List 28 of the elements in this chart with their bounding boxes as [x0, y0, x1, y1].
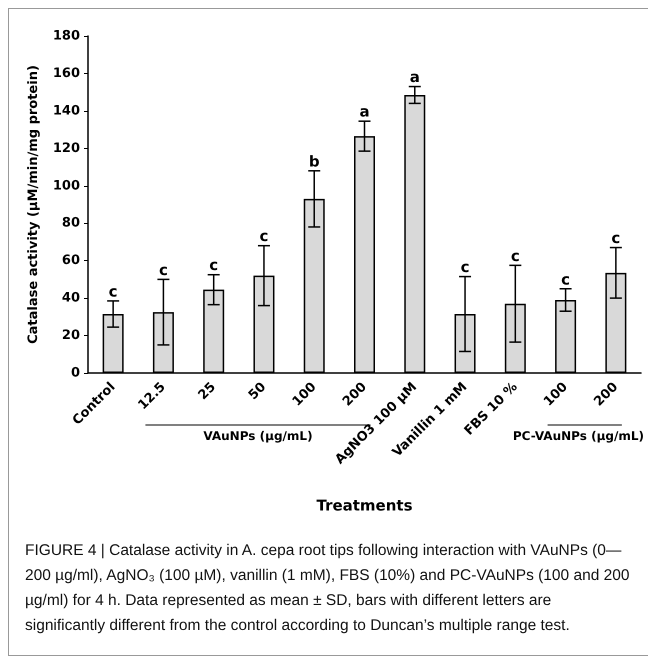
y-tick-label: 120 — [52, 140, 80, 156]
annotation: b — [308, 152, 320, 170]
y-tick-label: 140 — [52, 103, 80, 118]
x-tick-label: 25 — [196, 380, 219, 404]
y-tick-label: 100 — [52, 178, 80, 194]
annotation: c — [260, 227, 268, 246]
y-tick-label: 60 — [62, 253, 80, 268]
annotation: c — [510, 246, 520, 265]
y-tick-label: 20 — [62, 328, 80, 344]
annotation: c — [108, 282, 118, 300]
caption: FIGURE 4 | Catalase activity in A. cepa root tips following interaction with VAuNPs (0—200 µg/ml), AgNO₃ (100 µM), vanillin (1 mM), FBS (10%) and PC-VAuNPs (100 and 200 µg/ml) for 4 h. Data represented as mean ± SD, bars with different letters are significantly different from the control according to Duncan’s multiple range test. — [25, 541, 631, 636]
text: PC-VAuNPs (µg/mL) — [512, 429, 644, 443]
y-tick-label: 0 — [70, 366, 80, 380]
y-axis-title: Catalase activity (µM/min/mg protein) — [26, 65, 41, 344]
annotation: c — [561, 270, 570, 288]
annotation: c — [611, 229, 620, 248]
y-tick-label: 40 — [62, 290, 80, 306]
annotation: c — [460, 258, 470, 276]
annotation: c — [209, 256, 218, 274]
annotation: a — [410, 68, 420, 86]
y-tick-label: 80 — [62, 216, 80, 231]
y-tick-label: 160 — [52, 66, 80, 81]
annotation: a — [359, 102, 370, 121]
annotation: c — [158, 260, 168, 279]
text: VAuNPs (µg/mL) — [203, 429, 313, 443]
x-tick-label: 50 — [246, 380, 270, 404]
x-axis-title: Treatments — [316, 496, 413, 514]
y-tick-label: 180 — [52, 28, 80, 44]
